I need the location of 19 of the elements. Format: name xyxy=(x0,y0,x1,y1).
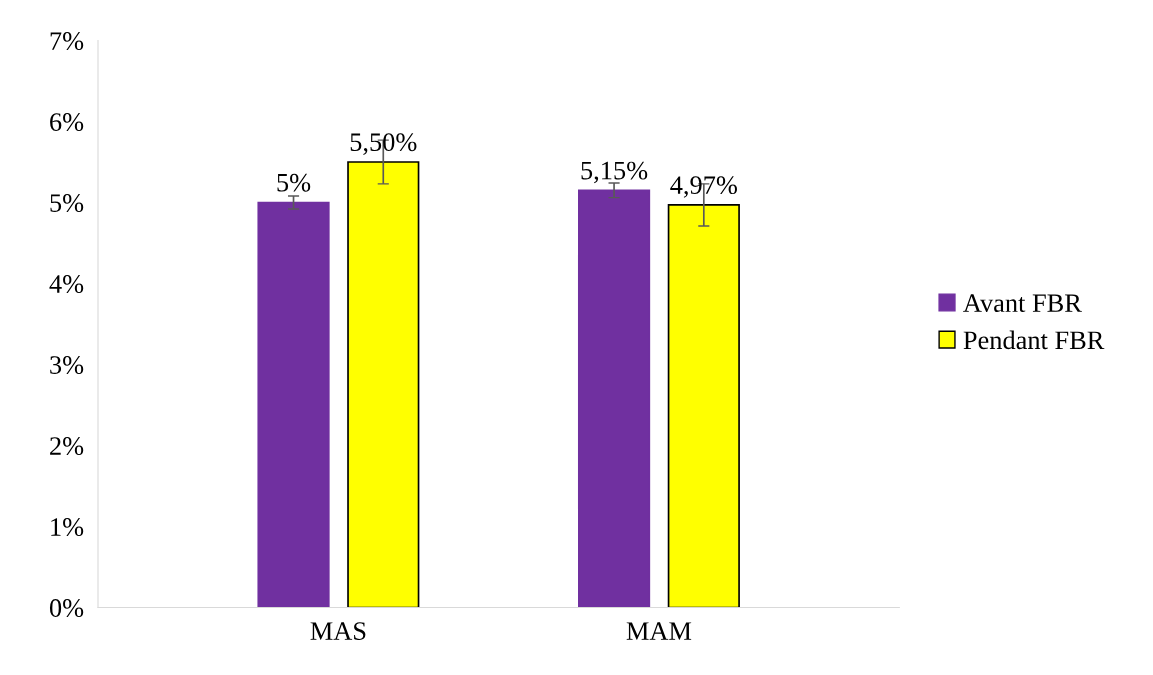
x-tick-label: MAM xyxy=(626,622,692,640)
y-tick-label: 0% xyxy=(49,599,84,617)
bar xyxy=(257,201,330,608)
legend-label: Avant FBR xyxy=(963,294,1082,313)
data-label: 5% xyxy=(277,173,311,192)
y-tick-label: 4% xyxy=(49,275,84,293)
legend-label: Pendant FBR xyxy=(963,330,1105,350)
x-tick-label: MAS xyxy=(310,622,366,640)
data-label: 5,15% xyxy=(581,161,648,184)
y-tick-label: 2% xyxy=(50,437,84,455)
bar xyxy=(667,204,740,608)
bar xyxy=(577,189,651,608)
y-tick-label: 7% xyxy=(50,32,84,50)
bar xyxy=(347,161,420,608)
y-tick-label: 6% xyxy=(50,113,84,131)
y-tick-label: 5% xyxy=(50,194,84,212)
y-tick-label: 3% xyxy=(50,356,84,374)
y-tick-label: 1% xyxy=(51,518,84,536)
data-label: 4,97% xyxy=(670,176,737,198)
